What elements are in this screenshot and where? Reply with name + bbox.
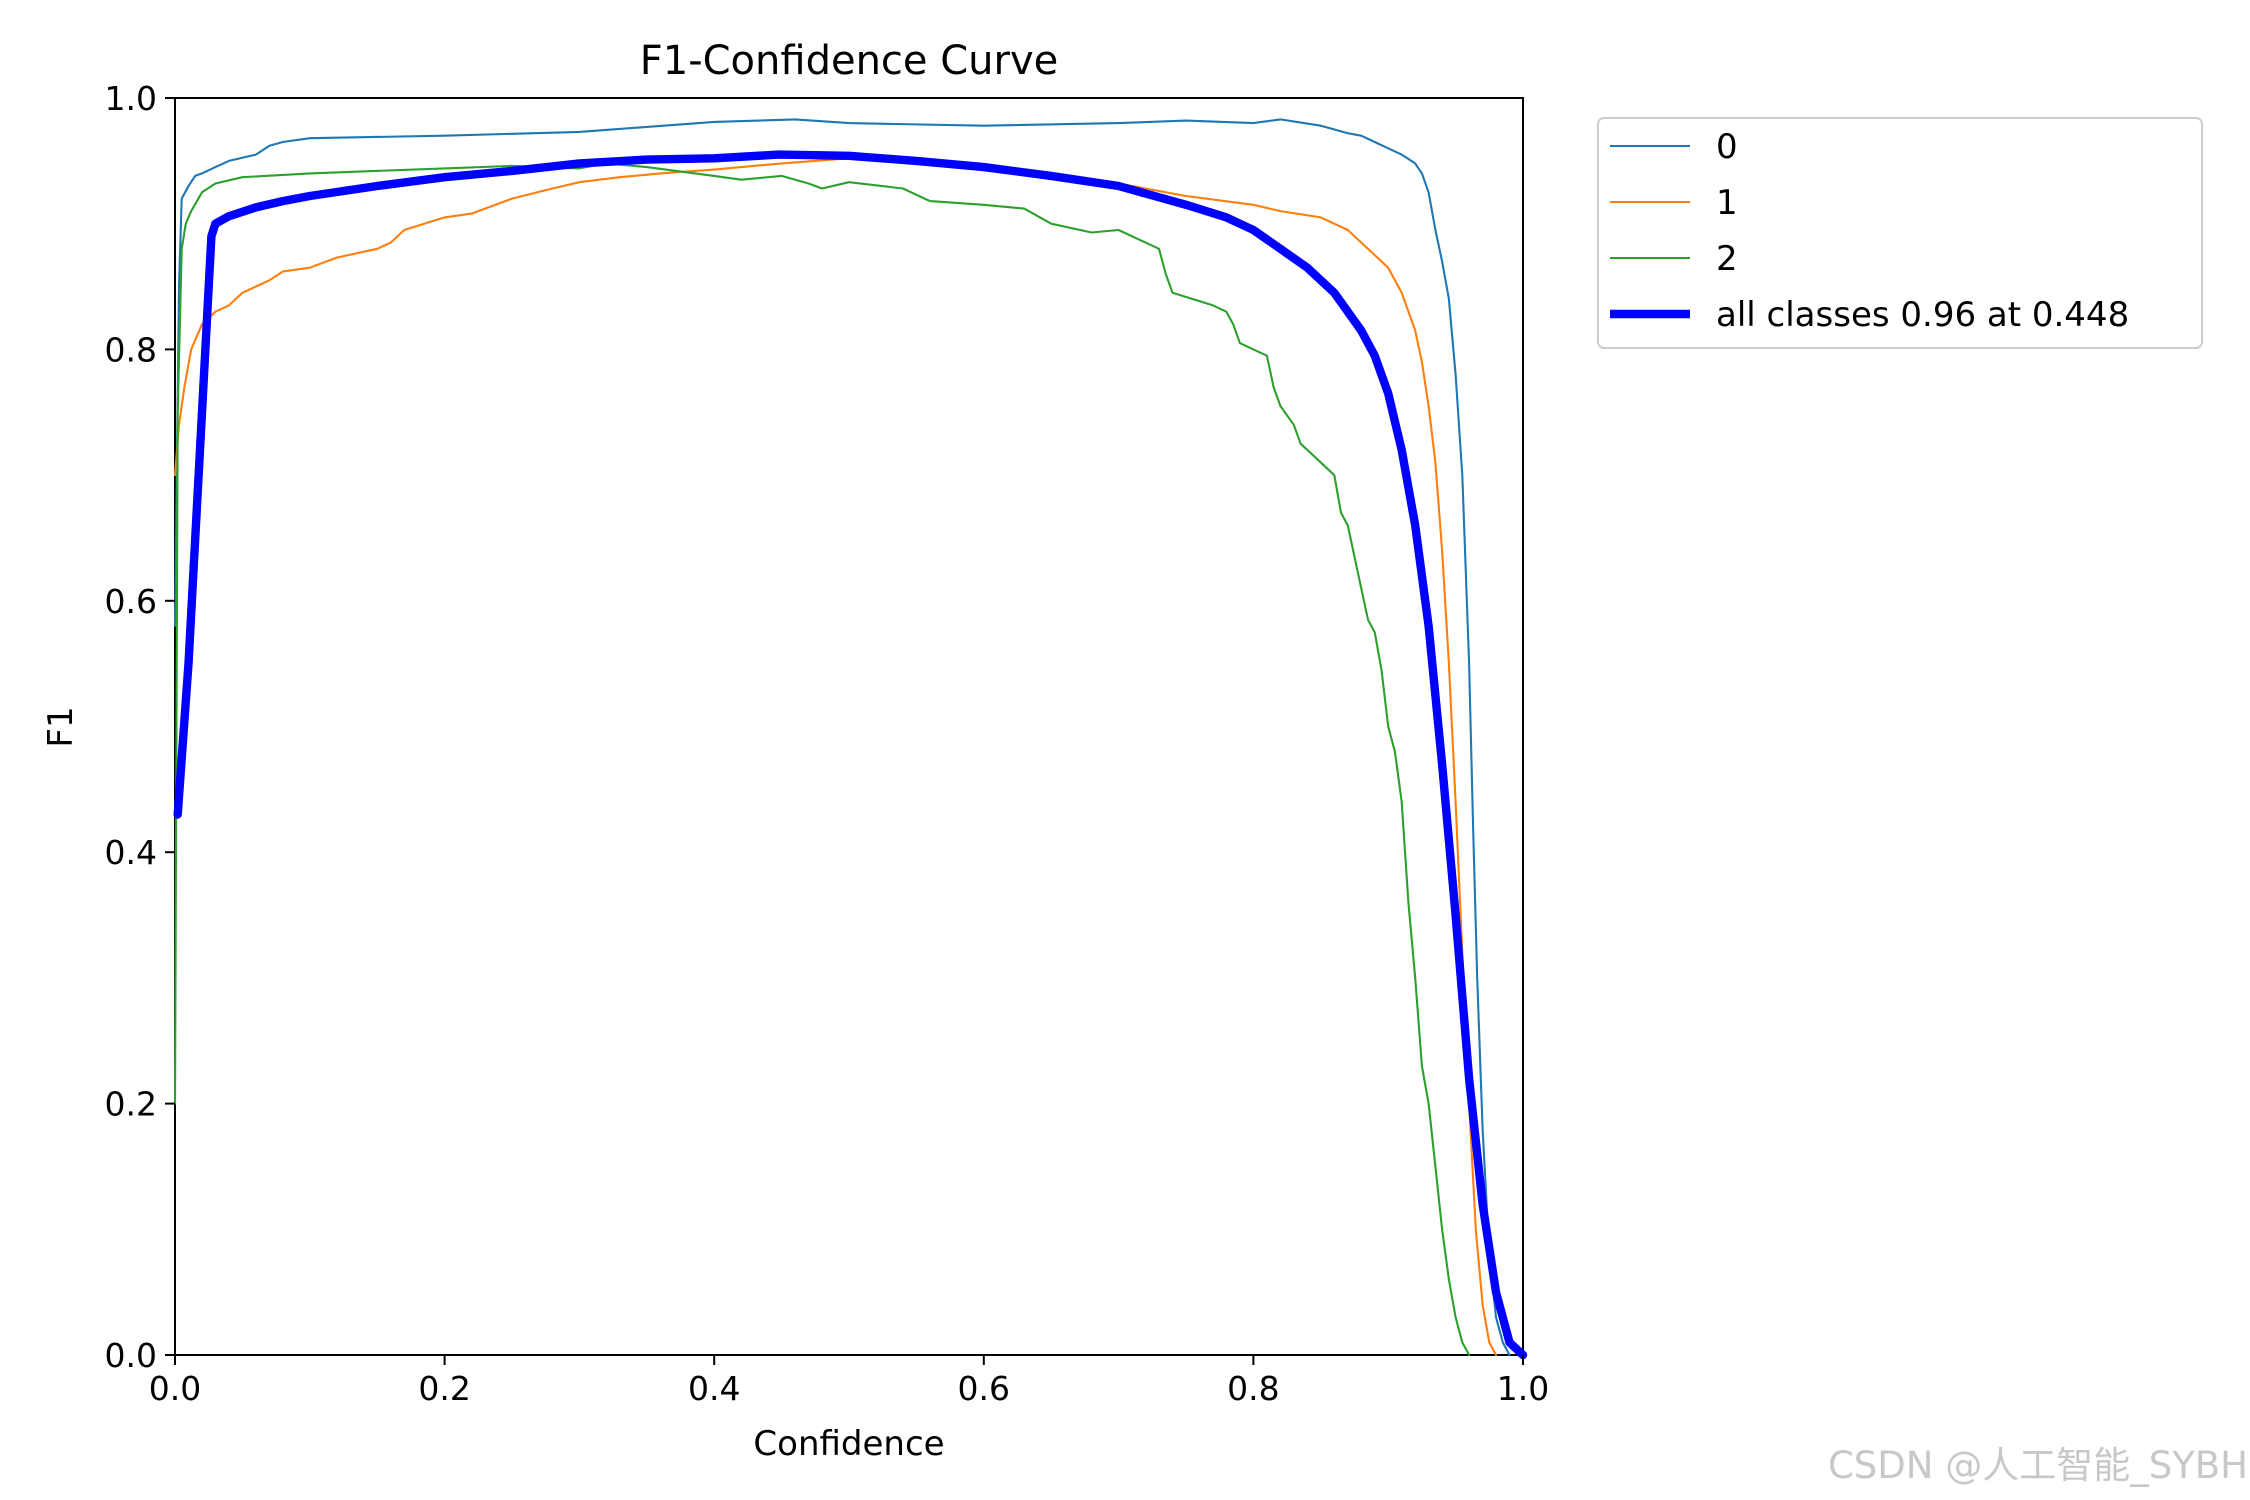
series-layer xyxy=(173,118,1528,1360)
series-line-3 xyxy=(173,150,1528,1360)
chart-title: F1-Confidence Curve xyxy=(640,38,1059,84)
series-line-1 xyxy=(173,157,1498,1357)
y-tick-label: 0.0 xyxy=(105,1336,157,1375)
y-tick-label: 1.0 xyxy=(105,79,157,118)
series-line-0 xyxy=(173,118,1511,1357)
legend-label-0: 0 xyxy=(1716,127,1738,167)
legend-frame xyxy=(1597,117,2203,349)
y-axis: 0.0 0.2 0.4 0.6 0.8 1.0 xyxy=(105,79,175,1375)
x-tick-label: 0.6 xyxy=(958,1369,1010,1408)
legend: 0 1 2 all classes 0.96 at 0.448 xyxy=(1597,117,2203,349)
legend-label-2: 2 xyxy=(1716,239,1738,279)
x-tick-label: 0.8 xyxy=(1227,1369,1279,1408)
plot-area xyxy=(173,97,1528,1360)
x-axis: 0.0 0.2 0.4 0.6 0.8 1.0 xyxy=(149,1355,1549,1408)
plot-frame xyxy=(174,97,1524,1356)
legend-label-3: all classes 0.96 at 0.448 xyxy=(1716,295,2129,335)
x-tick-label: 0.2 xyxy=(418,1369,470,1408)
watermark: CSDN @人工智能_SYBH xyxy=(1828,1444,2248,1487)
x-tick-label: 0.0 xyxy=(149,1369,201,1408)
y-axis-label: F1 xyxy=(41,706,81,747)
x-axis-label: Confidence xyxy=(753,1424,944,1464)
legend-label-1: 1 xyxy=(1716,183,1738,223)
y-tick-label: 0.2 xyxy=(105,1085,157,1124)
x-tick-label: 1.0 xyxy=(1497,1369,1549,1408)
series-line-2 xyxy=(173,162,1471,1357)
y-tick-label: 0.6 xyxy=(105,582,157,621)
y-tick-label: 0.8 xyxy=(105,330,157,369)
y-tick-label: 0.4 xyxy=(105,833,157,872)
x-tick-label: 0.4 xyxy=(688,1369,740,1408)
